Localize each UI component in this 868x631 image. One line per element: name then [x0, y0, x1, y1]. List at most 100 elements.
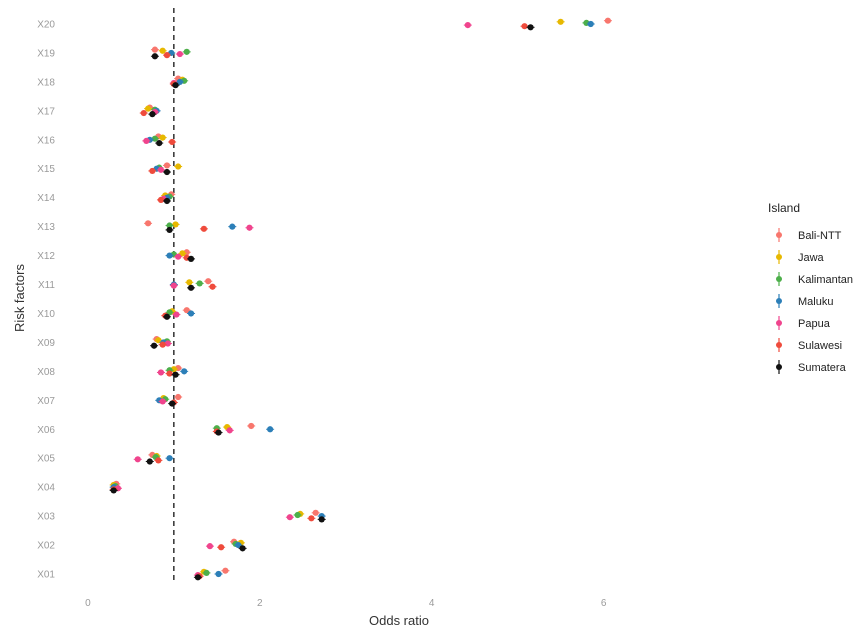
- y-tick-label: X15: [37, 164, 55, 175]
- data-point: [226, 427, 233, 434]
- data-point: [181, 368, 188, 375]
- legend-key-dot: [776, 364, 782, 370]
- data-point: [587, 20, 594, 28]
- data-point: [143, 137, 150, 144]
- data-point: [149, 111, 156, 118]
- data-point: [110, 487, 117, 494]
- data-point: [229, 223, 236, 230]
- data-point: [166, 226, 173, 234]
- data-point: [312, 509, 319, 516]
- y-tick-label: X02: [37, 541, 55, 552]
- data-point: [172, 371, 179, 378]
- data-point: [151, 53, 159, 60]
- data-point: [187, 284, 195, 291]
- data-point: [248, 422, 255, 430]
- x-tick-label: 4: [429, 598, 435, 609]
- data-point: [144, 105, 152, 112]
- data-point: [294, 511, 301, 519]
- legend-item: Maluku: [776, 294, 833, 308]
- data-point: [183, 48, 190, 55]
- data-point: [164, 340, 171, 347]
- y-tick-label: X03: [37, 512, 55, 523]
- y-tick-label: X07: [37, 396, 55, 407]
- data-point: [194, 574, 202, 581]
- y-tick-label: X08: [37, 367, 55, 378]
- data-point: [169, 138, 176, 146]
- y-tick-label: X12: [37, 251, 55, 262]
- data-point: [521, 23, 528, 30]
- data-point: [175, 393, 182, 401]
- legend-item: Bali-NTT: [776, 228, 842, 242]
- y-tick-label: X11: [38, 280, 55, 291]
- data-point: [196, 280, 203, 287]
- legend-key-dot: [776, 232, 782, 238]
- data-point: [187, 255, 195, 262]
- data-point: [144, 220, 152, 227]
- x-tick-label: 0: [85, 598, 91, 609]
- data-point: [557, 18, 564, 25]
- data-point: [166, 222, 173, 229]
- data-point: [166, 455, 173, 462]
- data-point: [159, 134, 166, 141]
- data-point: [308, 515, 315, 522]
- y-tick-label: X05: [37, 454, 55, 465]
- data-point: [175, 253, 182, 260]
- data-point: [209, 283, 216, 290]
- legend-label: Sumatera: [798, 362, 847, 374]
- data-point: [179, 250, 186, 257]
- y-tick-label: X19: [37, 48, 55, 59]
- legend-label: Bali-NTT: [798, 230, 842, 242]
- data-point: [318, 516, 325, 523]
- data-point: [157, 166, 165, 173]
- data-point: [155, 337, 162, 344]
- legend-item: Papua: [776, 316, 831, 330]
- data-point: [157, 196, 165, 203]
- data-point: [176, 78, 183, 85]
- data-point: [151, 46, 159, 53]
- y-tick-label: X09: [37, 338, 55, 349]
- data-point: [175, 163, 182, 170]
- data-point: [163, 52, 171, 59]
- data-point: [163, 162, 171, 169]
- data-point: [170, 282, 177, 289]
- data-point: [215, 429, 222, 436]
- x-axis-title: Odds ratio: [369, 613, 429, 628]
- data-point: [286, 514, 293, 521]
- data-point: [166, 252, 173, 259]
- legend-key-dot: [776, 276, 782, 282]
- data-point: [159, 398, 166, 405]
- data-point: [173, 311, 180, 318]
- data-point: [149, 167, 156, 175]
- y-axis-ticks: X01 X02 X03 X04 X05 X06 X07 X08 X09 X10 X11 X12 X13 X…: [37, 20, 55, 581]
- legend-key-dot: [776, 342, 782, 348]
- data-point: [222, 567, 229, 574]
- y-tick-label: X18: [37, 77, 55, 88]
- legend-key-dot: [776, 254, 782, 260]
- legend: Island Bali-NTT Jawa Kalimantan Maluku Papua…: [768, 201, 853, 374]
- y-axis-title: Risk factors: [12, 264, 27, 332]
- data-point: [163, 313, 171, 320]
- y-tick-label: X13: [37, 222, 55, 233]
- data-point: [150, 342, 158, 349]
- y-tick-label: X16: [37, 135, 55, 146]
- data-point: [156, 139, 163, 147]
- y-tick-label: X06: [37, 425, 55, 436]
- data-point: [140, 109, 147, 117]
- data-point: [206, 543, 214, 550]
- data-point: [200, 225, 208, 232]
- x-tick-label: 6: [601, 598, 607, 609]
- data-point: [235, 541, 242, 549]
- data-point: [163, 168, 171, 176]
- y-tick-label: X17: [37, 106, 55, 117]
- data-point: [155, 457, 162, 464]
- data-point: [187, 310, 195, 317]
- data-point: [604, 17, 612, 24]
- y-tick-label: X20: [37, 20, 55, 31]
- data-point: [215, 570, 222, 578]
- data-point: [176, 50, 183, 58]
- data-point: [218, 544, 225, 551]
- legend-item: Jawa: [776, 250, 825, 264]
- data-point: [157, 369, 165, 376]
- legend-key-dot: [776, 320, 782, 326]
- data-point: [267, 426, 274, 433]
